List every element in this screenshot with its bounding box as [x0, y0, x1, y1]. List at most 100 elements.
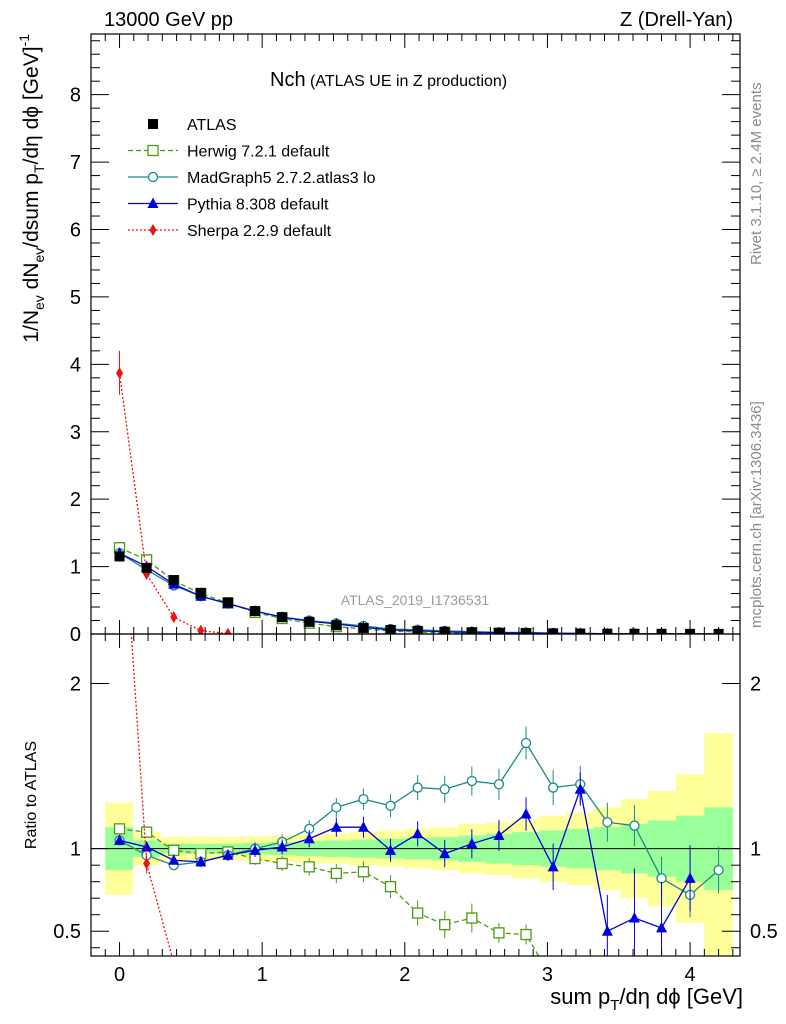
ratio-series-pythia — [114, 772, 696, 956]
legend-marker — [149, 224, 157, 236]
ratio-data-point — [684, 872, 696, 883]
series-atlas — [114, 551, 724, 634]
main-plot-area — [113, 350, 724, 634]
ratio-data-point — [303, 861, 315, 873]
ratio-data-point — [168, 844, 180, 856]
legend-marker — [147, 197, 159, 208]
chart-subtitle: (ATLAS UE in Z production) — [306, 73, 508, 90]
data-point — [466, 627, 477, 634]
ratio-data-point — [276, 841, 288, 852]
header-process-label: Z (Drell-Yan) — [620, 9, 733, 31]
ratio-data-point — [439, 918, 451, 931]
ratio-data-point — [466, 775, 477, 787]
y-tick-label: 1 — [70, 557, 81, 579]
ratio-data-point — [385, 800, 396, 811]
ratio-series-herwig — [113, 823, 540, 956]
x-tick-label: 4 — [685, 964, 696, 986]
ratio-y-tick-label-left: 0.5 — [53, 921, 81, 943]
ratio-y-tick-label-right: 1 — [750, 839, 761, 861]
ratio-data-point — [493, 829, 505, 840]
analysis-watermark: ATLAS_2019_I1736531 — [341, 592, 490, 608]
ratio-data-point — [547, 782, 559, 793]
data-point — [331, 620, 342, 631]
y-tick-label: 5 — [70, 287, 81, 309]
ratio-y-tick-label-left: 2 — [70, 674, 81, 696]
legend-label: Pythia 8.308 default — [187, 197, 329, 214]
y-tick-label: 4 — [70, 354, 81, 376]
ratio-data-point — [411, 907, 424, 919]
chart-title: Nch (ATLAS UE in Z production) — [270, 69, 507, 91]
data-point — [224, 627, 232, 634]
ratio-data-point — [574, 783, 586, 794]
ratio-data-point — [520, 737, 532, 749]
y-tick-label: 7 — [70, 152, 81, 174]
ratio-data-point — [628, 912, 640, 923]
legend: ATLAS Herwig 7.2.1 default MadGraph5 2.7.2… — [128, 117, 376, 240]
data-point — [575, 628, 586, 634]
ratio-data-point — [331, 802, 342, 813]
data-point — [412, 625, 423, 634]
legend-item: MadGraph5 2.7.2.atlas3 lo — [128, 170, 376, 187]
ratio-data-point — [520, 807, 532, 819]
ratio-y-axis-label: Ratio to ATLAS — [23, 741, 40, 849]
series-herwig — [113, 542, 532, 634]
y-tick-label: 6 — [70, 220, 81, 242]
legend-item: Herwig 7.2.1 default — [128, 144, 330, 161]
y-tick-label: 8 — [70, 85, 81, 107]
ratio-data-point — [656, 873, 667, 884]
legend-item: Sherpa 2.2.9 default — [128, 223, 332, 240]
ratio-data-point — [141, 841, 153, 852]
data-point — [629, 628, 640, 634]
ratio-data-point — [384, 880, 397, 893]
ratio-data-point — [656, 921, 668, 933]
ratio-data-point — [357, 866, 370, 878]
legend-item: ATLAS — [148, 117, 237, 134]
data-point — [141, 562, 152, 573]
rivet-version-label: Rivet 3.1.10, ≥ 2.4M events — [748, 83, 765, 266]
data-point — [521, 628, 532, 634]
legend-marker — [148, 119, 158, 129]
ratio-data-point — [466, 837, 478, 849]
data-point — [197, 624, 205, 634]
ratio-data-point — [170, 957, 177, 969]
ratio-data-point — [601, 925, 613, 936]
x-tick-label: 3 — [542, 964, 553, 986]
data-point — [358, 622, 369, 633]
legend-marker — [147, 171, 159, 183]
series-sherpa — [116, 367, 232, 634]
data-point — [222, 597, 233, 608]
ratio-data-point — [602, 817, 613, 828]
data-point — [195, 587, 206, 598]
ratio-data-point — [330, 821, 342, 832]
data-point — [493, 627, 504, 634]
main-y-axis-ticks — [91, 40, 740, 635]
series-line — [118, 373, 229, 634]
ratio-data-point — [493, 927, 505, 939]
ratio-data-point — [439, 847, 451, 859]
ratio-data-point — [357, 821, 369, 832]
ratio-data-point — [140, 826, 153, 838]
ratio-data-point — [412, 827, 424, 839]
ratio-series-sherpa — [130, 634, 177, 969]
x-axis-label: sum pT/dη dϕ [GeV] — [550, 984, 743, 1014]
data-point — [168, 575, 179, 586]
data-point — [602, 628, 613, 634]
ratio-y-axis-ticks — [91, 683, 740, 949]
header-beam-label: 13000 GeV pp — [104, 9, 233, 31]
data-point — [170, 611, 178, 624]
data-point — [439, 626, 450, 634]
data-point — [114, 551, 125, 562]
y-tick-label: 2 — [70, 489, 81, 511]
ratio-data-point — [276, 857, 288, 870]
ratio-y-tick-label-right: 2 — [750, 674, 761, 696]
x-tick-label: 0 — [114, 964, 125, 986]
ratio-plot-area — [113, 634, 724, 969]
y-tick-label: 0 — [70, 624, 81, 646]
x-tick-label: 1 — [257, 964, 268, 986]
legend-item: Pythia 8.308 default — [128, 197, 329, 214]
ratio-data-point — [222, 849, 234, 860]
mcplots-reference-label: mcplots.cern.ch [arXiv:1306.3436] — [748, 401, 765, 628]
ratio-data-point — [547, 860, 559, 872]
ratio-data-point — [713, 864, 724, 876]
